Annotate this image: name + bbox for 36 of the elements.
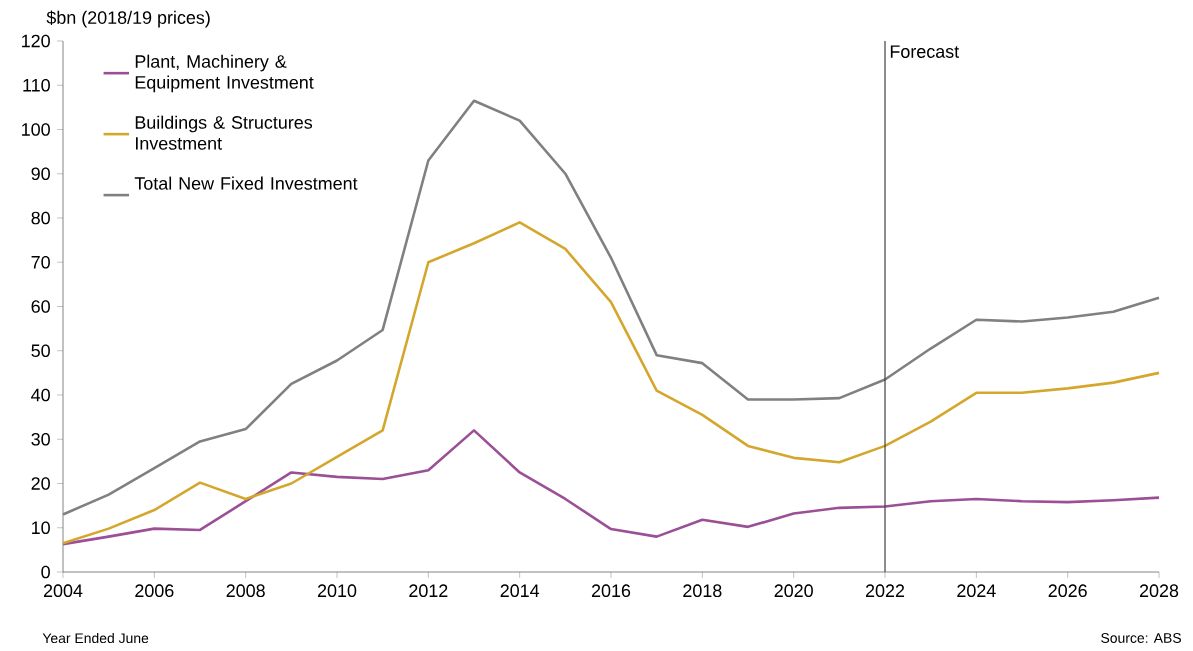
x-tick-label: 2004 (43, 584, 83, 598)
legend-label: Total New Fixed Investment (134, 176, 358, 190)
x-tick-label: 2012 (409, 584, 448, 598)
y-axis-title: $bn (2018/19 prices) (46, 10, 210, 28)
x-tick-label: 2008 (226, 584, 265, 598)
y-tick-label: 50 (31, 344, 50, 358)
y-tick-label: 60 (31, 300, 50, 313)
y-tick-label: 0 (41, 565, 50, 579)
x-tick-label: 2020 (774, 584, 813, 598)
x-tick-label: 2006 (135, 584, 174, 598)
y-tick-label: 40 (31, 388, 50, 402)
y-tick-label: 110 (23, 78, 50, 92)
ref-line-label: Forecast (890, 45, 960, 58)
line-series (61, 221, 1161, 545)
x-tick-label: 2022 (865, 584, 905, 598)
x-tick-label: 2010 (317, 584, 357, 598)
y-tick-label: 90 (31, 167, 50, 181)
line-series (61, 429, 1161, 546)
line-series (61, 99, 1161, 516)
source-note: Source: ABS (1101, 633, 1181, 643)
x-tick-label: 2024 (957, 584, 996, 598)
y-tick-label: 120 (22, 34, 50, 48)
y-tick-label: 100 (22, 123, 50, 136)
y-tick-label: 80 (31, 211, 50, 225)
x-tick-label: 2016 (591, 584, 631, 598)
y-tick-label: 10 (32, 521, 50, 535)
x-tick-label: 2014 (500, 584, 540, 598)
x-tick-label: 2026 (1048, 584, 1087, 598)
y-tick-label: 30 (31, 432, 50, 446)
legend-label: Plant, Machinery & Equipment Investment (135, 54, 314, 93)
legend-label: Buildings & Structures Investment (135, 115, 313, 150)
x-tick-label: 2028 (1139, 584, 1179, 598)
text: Year Ended June (42, 632, 149, 644)
y-tick-label: 20 (31, 477, 50, 490)
x-tick-label: 2018 (683, 584, 722, 598)
y-tick-label: 70 (31, 255, 50, 269)
